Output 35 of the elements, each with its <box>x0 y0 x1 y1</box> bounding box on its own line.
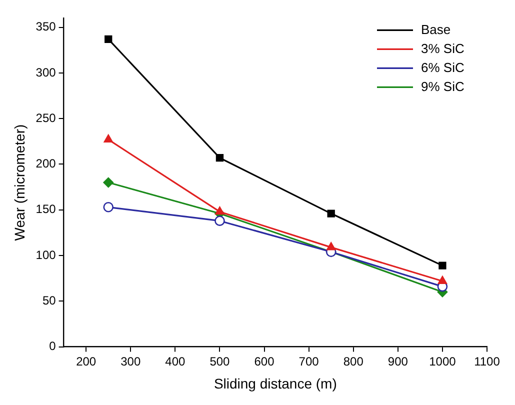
y-tick-label: 200 <box>36 156 56 171</box>
point <box>438 262 446 270</box>
x-tick-label: 800 <box>343 354 364 368</box>
x-tick-label: 600 <box>254 354 275 368</box>
point <box>104 35 112 44</box>
x-axis-title: Sliding distance (m) <box>214 375 337 392</box>
legend-label: 3% SiC <box>421 40 464 56</box>
point <box>327 210 335 218</box>
y-tick-label: 100 <box>36 248 56 262</box>
y-tick-label: 350 <box>36 20 56 34</box>
point <box>215 206 224 215</box>
legend-label: Base <box>421 22 451 37</box>
legend-label: 9% SiC <box>421 78 464 94</box>
point <box>103 177 114 188</box>
x-tick-label: 300 <box>120 354 141 368</box>
x-tick-label: 500 <box>210 354 230 368</box>
y-tick-label: 250 <box>36 110 56 125</box>
x-tick-label: 700 <box>298 354 320 368</box>
x-tick-label: 200 <box>76 354 96 368</box>
point <box>214 216 225 226</box>
point <box>216 154 224 162</box>
y-tick-label: 50 <box>42 293 56 308</box>
point <box>103 202 114 212</box>
x-tick-label: 1000 <box>429 354 456 368</box>
x-tick-label: 400 <box>165 354 186 368</box>
legend-label: 6% SiC <box>421 60 464 75</box>
point <box>438 276 447 284</box>
y-tick-label: 0 <box>49 339 56 354</box>
y-tick-label: 150 <box>36 202 56 216</box>
point <box>104 134 113 142</box>
y-tick-label: 300 <box>36 65 56 80</box>
x-tick-label: 900 <box>388 354 408 368</box>
x-tick-label: 1100 <box>474 354 500 368</box>
y-axis-title: Wear (micrometer) <box>11 124 28 241</box>
point <box>326 242 336 250</box>
